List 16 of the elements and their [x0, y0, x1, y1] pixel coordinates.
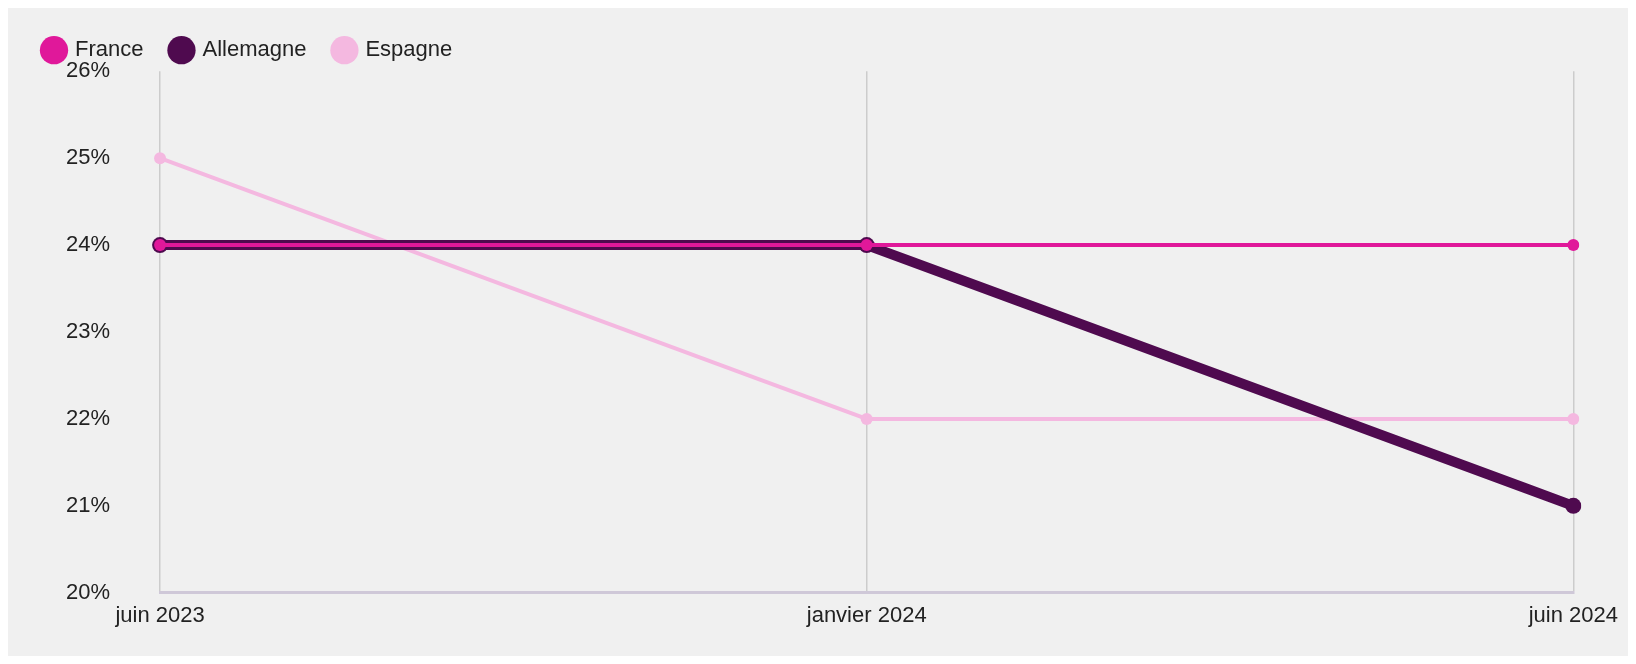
legend-label: Espagne: [365, 36, 453, 62]
point: [1567, 412, 1580, 425]
point: [154, 152, 167, 165]
y-tick-label: 23%: [65, 318, 111, 344]
x-tick-label: juin 2024: [1527, 602, 1619, 628]
legend-label: Allemagne: [202, 36, 307, 62]
x-tick-label: juin 2023: [114, 602, 205, 628]
y-tick-label: 21%: [65, 491, 111, 517]
point: [1565, 497, 1582, 514]
y-tick-label: 25%: [65, 144, 111, 170]
y-tick-label: 20%: [65, 578, 111, 604]
y-tick-label: 24%: [65, 231, 111, 257]
y-tick-label: 22%: [65, 405, 111, 430]
point: [860, 412, 873, 425]
point: [1567, 239, 1580, 252]
x-tick-label: janvier 2024: [805, 602, 927, 628]
